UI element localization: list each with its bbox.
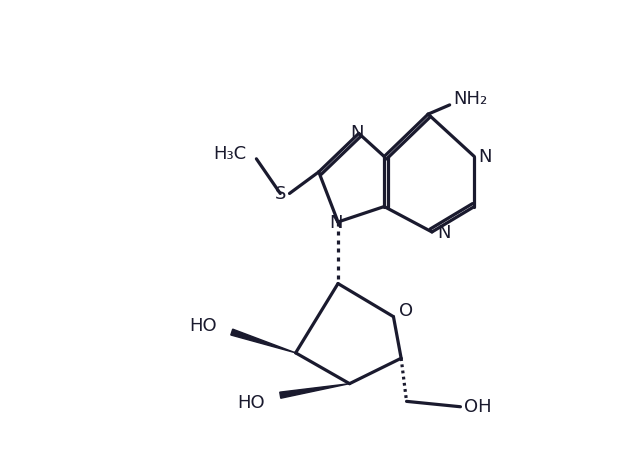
Polygon shape [280, 384, 349, 398]
Text: N: N [330, 214, 343, 233]
Text: N: N [436, 225, 451, 243]
Text: NH₂: NH₂ [453, 90, 488, 108]
Text: S: S [275, 185, 286, 203]
Text: N: N [351, 124, 364, 141]
Text: N: N [478, 148, 492, 165]
Polygon shape [231, 329, 296, 353]
Text: HO: HO [189, 317, 217, 335]
Text: O: O [399, 301, 413, 320]
Text: HO: HO [237, 394, 265, 412]
Text: OH: OH [465, 398, 492, 416]
Text: H₃C: H₃C [214, 145, 247, 163]
